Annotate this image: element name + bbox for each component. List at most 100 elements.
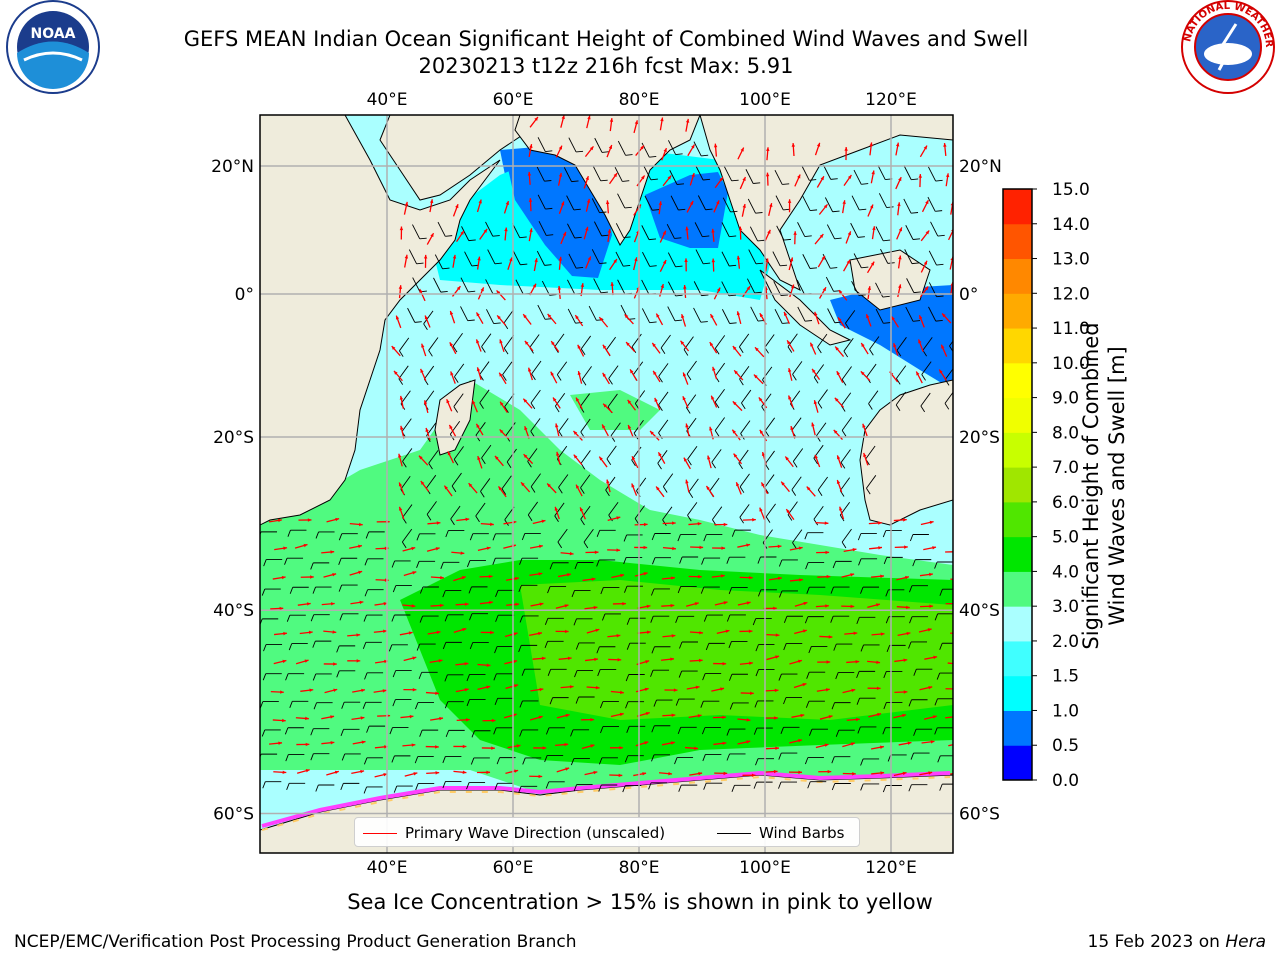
wave-arrow [713,143,718,157]
wind-barb [739,504,750,524]
wind-barb [284,557,304,565]
map-frame [259,114,954,854]
wave-arrow [794,629,807,635]
wind-barb [773,281,788,297]
colorbar-swatch [1003,675,1032,711]
wind-barb [545,727,565,735]
colorbar-swatch [1003,640,1032,677]
wave-arrow [402,743,416,747]
wind-barb [391,560,411,568]
colorbar-swatch [1003,223,1032,260]
wind-barb [558,418,569,438]
wave-arrow [555,629,569,634]
wind-barb [492,533,512,541]
wave-arrow [689,630,703,635]
wave-arrow [555,145,563,158]
wave-arrow [664,688,678,692]
wave-arrow [794,601,808,607]
wind-barb [686,360,697,381]
wind-barb [662,506,673,526]
wave-arrow [740,691,754,695]
wind-barb [700,586,720,594]
wave-arrow [945,551,953,553]
wave-arrow [893,713,907,719]
wind-barb [617,140,633,156]
wave-arrow [945,173,950,187]
colorbar-swatch [1003,501,1032,538]
wind-barb [856,670,876,679]
wave-zone-west-green [260,600,420,700]
wind-barb [670,195,686,211]
wind-barb [452,332,463,353]
wave-arrow [398,285,403,299]
wave-zone-0.5-1m-bengal-top [645,172,728,248]
wave-arrow [652,370,661,383]
wave-arrow [494,455,504,467]
wave-arrow [609,118,614,132]
colorbar-swatch [1003,745,1032,781]
wave-arrow [633,120,639,134]
wave-arrow [896,605,910,610]
wave-arrow [732,400,743,412]
wind-barb [388,644,408,652]
wave-arrow [602,372,610,385]
wind-barb [393,785,413,793]
wave-arrow [625,341,636,353]
wind-barb [419,615,439,623]
wave-arrow [395,315,402,329]
wave-arrow [560,115,565,128]
wave-arrow [842,688,856,694]
wind-barb [538,220,554,236]
wind-barb [660,334,671,355]
wind-barb [485,221,500,237]
wave-arrow [507,257,513,270]
wave-arrow [789,659,803,665]
wave-arrow [425,427,431,441]
wave-arrow [527,367,534,381]
wave-arrow [896,227,903,240]
wave-arrow [787,199,792,213]
wave-arrow [482,718,496,723]
wind-barb [957,250,971,264]
wave-arrow [547,313,557,325]
wind-barb [574,562,594,570]
wind-barb [573,618,593,626]
wind-barb [853,169,869,185]
wind-barb [536,166,552,182]
wave-arrow [347,633,361,637]
wind-barb [755,758,775,766]
wind-barb [310,614,330,622]
wind-barb [783,615,803,623]
wind-barb [650,669,670,677]
wave-arrow [453,576,466,582]
wind-barb [415,702,434,710]
wave-arrow [453,627,467,634]
wave-arrow [374,659,389,664]
wave-arrow [688,522,702,526]
wave-arrow [867,603,881,608]
lat-tick-left: 20°S [213,428,254,448]
wave-arrow [687,144,695,157]
wave-arrow [759,507,766,520]
wind-barb [841,417,852,437]
wind-barb [547,668,567,676]
wave-arrow [689,172,695,186]
wave-arrow [419,288,426,302]
wind-barb [571,589,591,598]
wind-barb [495,589,515,597]
wave-arrow [505,684,519,689]
wave-arrow [860,370,871,382]
wind-barb [419,729,439,737]
wind-barb [651,533,671,541]
wind-barb [544,640,564,649]
wave-arrow [834,346,845,357]
wave-arrow [418,455,429,466]
wave-arrow [296,769,310,774]
wind-barb [398,365,409,385]
wave-arrow [846,717,860,722]
wave-arrow [529,631,543,637]
wind-barb [338,584,358,592]
wind-barb [658,363,669,383]
wave-arrow [870,745,885,750]
wave-arrow [685,479,690,493]
